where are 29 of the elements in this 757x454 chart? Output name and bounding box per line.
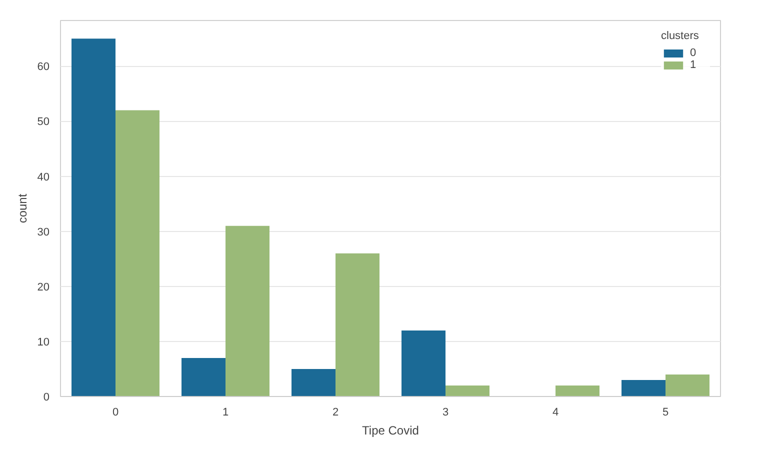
y-tick-label: 10	[37, 336, 50, 348]
x-tick-label: 4	[552, 406, 559, 418]
bar	[446, 385, 490, 396]
x-tick-label: 0	[112, 406, 119, 418]
y-tick-label: 50	[37, 116, 50, 128]
y-tick-label: 40	[37, 171, 50, 184]
bar	[402, 330, 446, 396]
bar	[116, 110, 160, 396]
legend-label: 0	[690, 47, 698, 59]
y-tick-label: 60	[37, 61, 50, 74]
legend-label: 1	[690, 59, 698, 71]
y-tick-label: 0	[43, 392, 50, 404]
y-tick-label: 20	[37, 281, 50, 294]
y-axis-title: count	[15, 193, 30, 224]
bar	[622, 380, 666, 396]
bar	[226, 226, 270, 396]
x-tick-label: 3	[442, 406, 449, 418]
bar	[666, 374, 710, 396]
bar	[182, 358, 226, 396]
x-tick-label: 5	[662, 406, 669, 418]
bar	[336, 253, 380, 396]
x-tick-label: 1	[222, 406, 229, 418]
bar	[72, 38, 116, 396]
bar	[292, 368, 336, 396]
legend-title: clusters	[661, 30, 700, 42]
y-tick-label: 30	[37, 226, 50, 238]
x-axis-title: Tipe Covid	[362, 424, 419, 438]
x-tick-label: 2	[332, 406, 339, 418]
bar	[556, 385, 600, 396]
